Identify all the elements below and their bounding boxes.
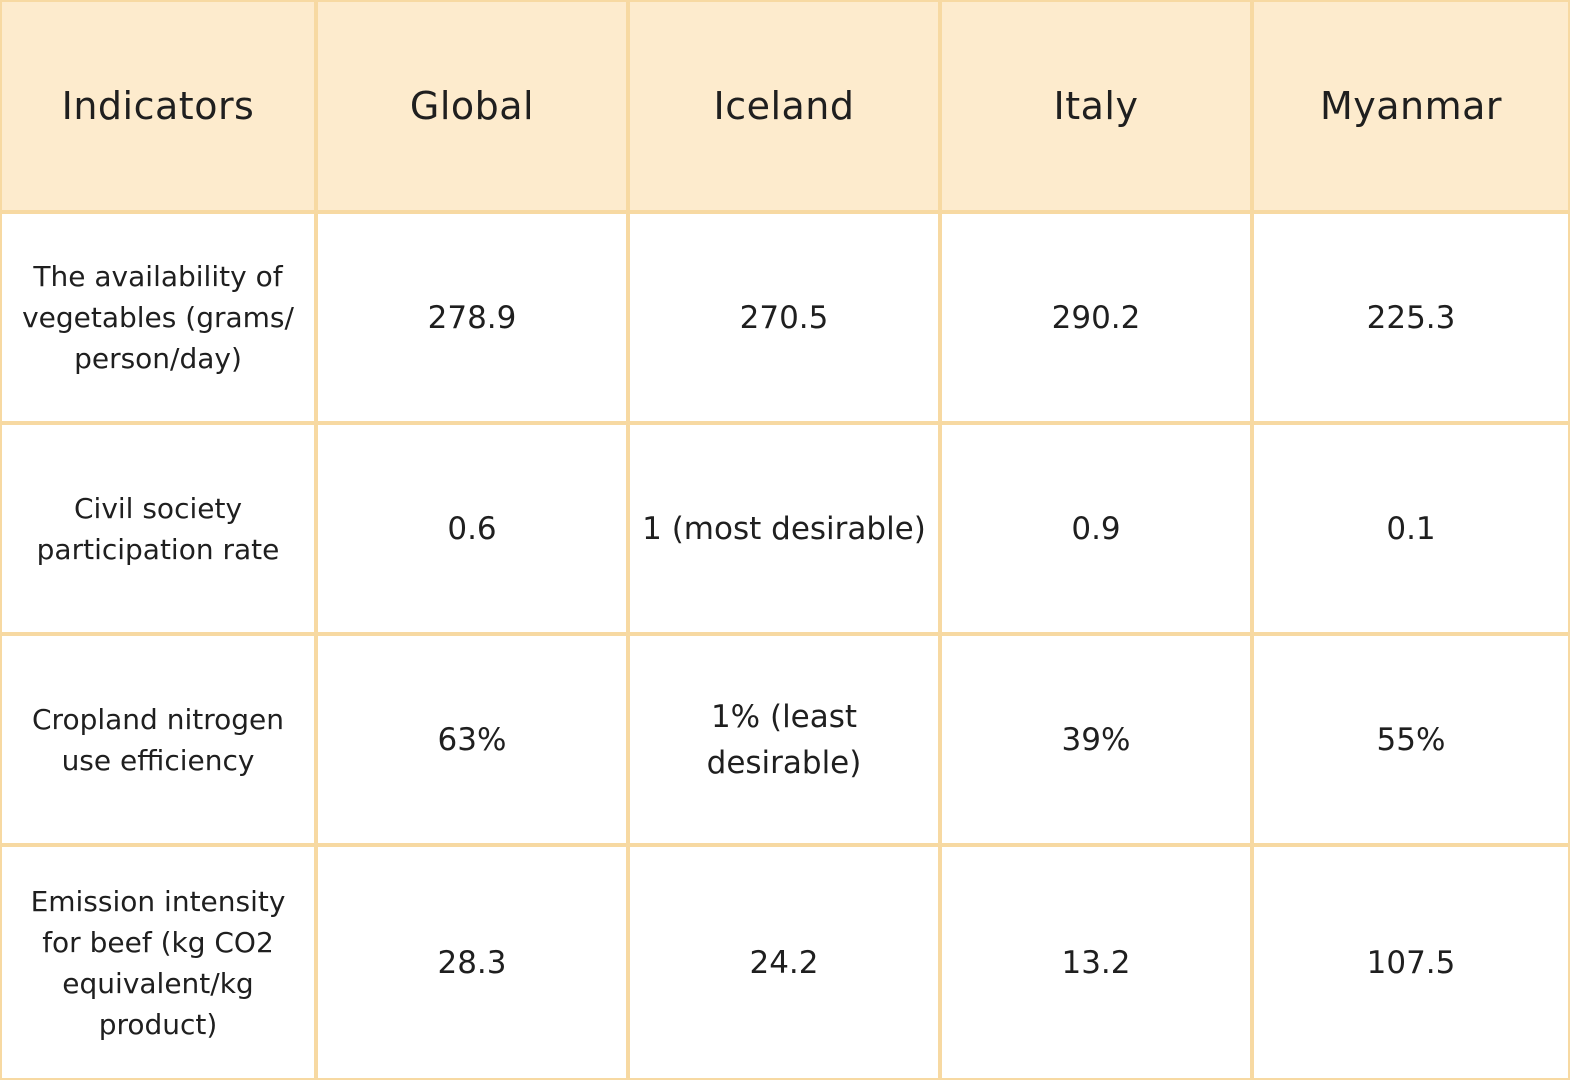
table-cell-vegetables-myanmar: 225.3 xyxy=(1252,212,1570,423)
indicator-cropland-nitrogen-efficiency: Cropland nitrogen use efficiency xyxy=(0,634,316,845)
table-cell-nitrogen-iceland: 1% (least desirable) xyxy=(628,634,940,845)
column-header-iceland: Iceland xyxy=(628,0,940,212)
table-cell-beef-myanmar: 107.5 xyxy=(1252,845,1570,1080)
indicator-beef-emission-intensity: Emission intensity for beef (kg CO2 equi… xyxy=(0,845,316,1080)
table-cell-nitrogen-italy: 39% xyxy=(940,634,1252,845)
table-cell-civil-society-iceland: 1 (most desirable) xyxy=(628,423,940,634)
column-header-myanmar: Myanmar xyxy=(1252,0,1570,212)
column-header-global: Global xyxy=(316,0,628,212)
table-cell-beef-iceland: 24.2 xyxy=(628,845,940,1080)
table-cell-civil-society-global: 0.6 xyxy=(316,423,628,634)
table-cell-nitrogen-myanmar: 55% xyxy=(1252,634,1570,845)
table-cell-vegetables-iceland: 270.5 xyxy=(628,212,940,423)
column-header-italy: Italy xyxy=(940,0,1252,212)
table-cell-vegetables-global: 278.9 xyxy=(316,212,628,423)
table-cell-civil-society-italy: 0.9 xyxy=(940,423,1252,634)
table-cell-vegetables-italy: 290.2 xyxy=(940,212,1252,423)
table-cell-nitrogen-global: 63% xyxy=(316,634,628,845)
table-cell-civil-society-myanmar: 0.1 xyxy=(1252,423,1570,634)
table-cell-beef-italy: 13.2 xyxy=(940,845,1252,1080)
indicator-civil-society-participation: Civil society participation rate xyxy=(0,423,316,634)
indicator-vegetable-availability: The availability of vegetables (grams/ p… xyxy=(0,212,316,423)
column-header-indicators: Indicators xyxy=(0,0,316,212)
table-cell-beef-global: 28.3 xyxy=(316,845,628,1080)
